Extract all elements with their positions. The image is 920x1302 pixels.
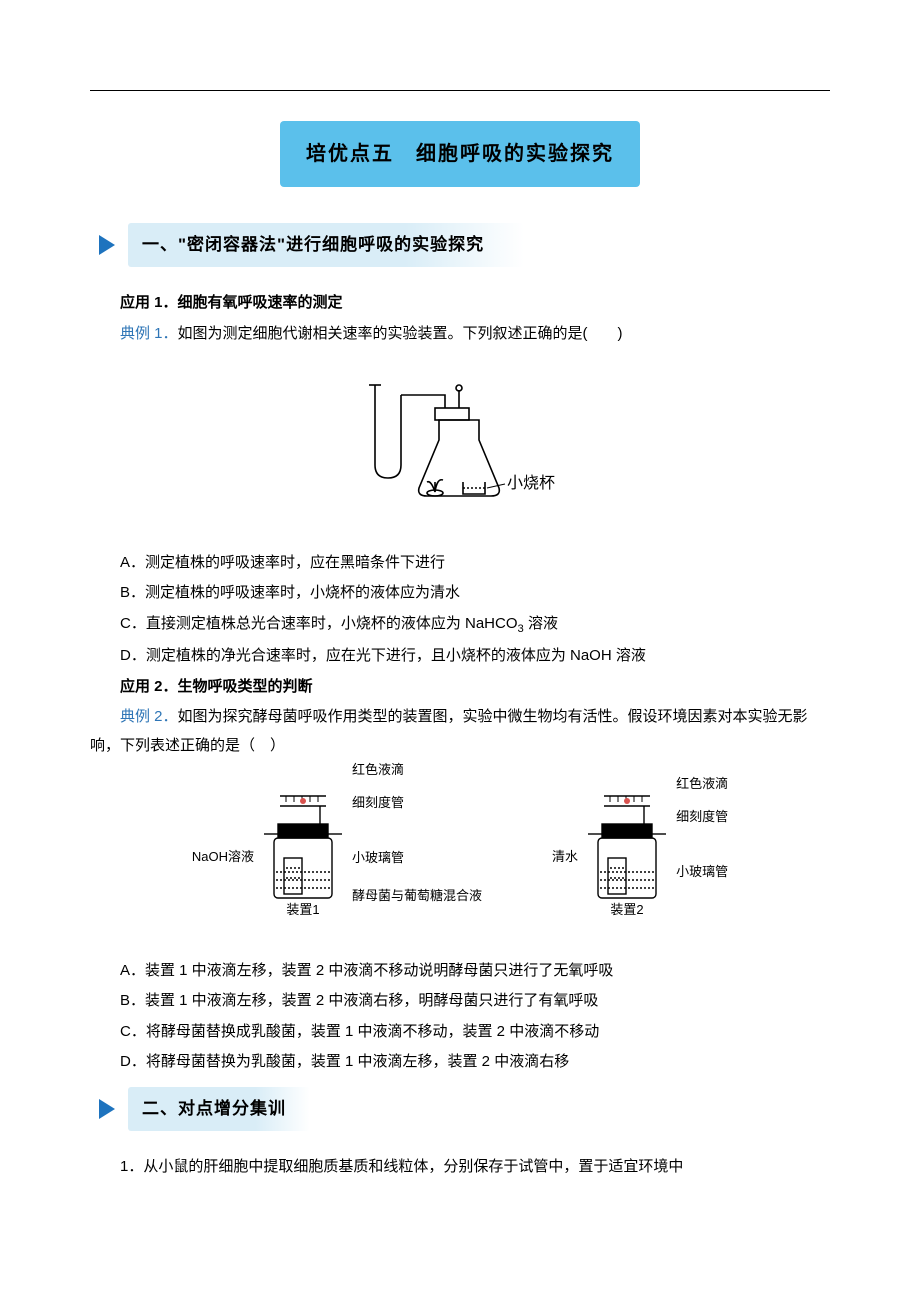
top-horizontal-rule [90,90,830,91]
apparatus-1-top-label-1: 红色液滴 [352,758,404,783]
example-1-stem: 典例 1．如图为测定细胞代谢相关速率的实验装置。下列叙述正确的是( ) [90,320,830,349]
example-2-option-c: C．将酵母菌替换成乳酸菌，装置 1 中液滴不移动，装置 2 中液滴不移动 [90,1018,830,1047]
apparatus-2-top-label-2: 细刻度管 [676,805,728,830]
example-1-text: 如图为测定细胞代谢相关速率的实验装置。下列叙述正确的是( ) [178,325,623,342]
example-2-text: 如图为探究酵母菌呼吸作用类型的装置图，实验中微生物均有活性。假设环境因素对本实验… [90,708,808,754]
example-2-label: 典例 2． [120,708,178,725]
application-1-title: 应用 1．细胞有氧呼吸速率的测定 [90,289,830,318]
apparatus-1-left-label: NaOH溶液 [192,845,254,870]
example-1-option-b: B．测定植株的呼吸速率时，小烧杯的液体应为清水 [90,579,830,608]
triangle-bullet-icon [90,1092,124,1126]
application-2-title: 应用 2．生物呼吸类型的判断 [90,673,830,702]
apparatus-1-svg: 装置1 [260,788,346,918]
example-2-option-d: D．将酵母菌替换为乳酸菌，装置 1 中液滴左移，装置 2 中液滴右移 [90,1048,830,1077]
apparatus-1-right-label-1: 小玻璃管 [352,846,404,871]
apparatus-2-svg: 装置2 [584,788,670,918]
example-1-option-d: D．测定植株的净光合速率时，应在光下进行，且小烧杯的液体应为 NaOH 溶液 [90,642,830,671]
svg-text:装置1: 装置1 [286,902,319,917]
example-1-label: 典例 1． [120,325,178,342]
apparatus-2: 清水 [552,788,728,927]
section-1-title: 一、"密闭容器法"进行细胞呼吸的实验探究 [128,223,524,267]
figure-1-beaker-label: 小烧杯 [507,474,555,492]
example-2-stem: 典例 2．如图为探究酵母菌呼吸作用类型的装置图，实验中微生物均有活性。假设环境因… [90,703,830,760]
example-2-option-a: A．装置 1 中液滴左移，装置 2 中液滴不移动说明酵母菌只进行了无氧呼吸 [90,957,830,986]
figure-1-svg: 小烧杯 [335,370,585,510]
section-2-header: 二、对点增分集训 [90,1087,830,1131]
figure-2-apparatus-pair: NaOH溶液 [90,788,830,927]
example-1-option-a: A．测定植株的呼吸速率时，应在黑暗条件下进行 [90,549,830,578]
example-2-option-b: B．装置 1 中液滴左移，装置 2 中液滴右移，明酵母菌只进行了有氧呼吸 [90,987,830,1016]
apparatus-2-right-label-1: 小玻璃管 [676,860,728,885]
apparatus-1-right-label-2: 酵母菌与葡萄糖混合液 [352,884,482,909]
training-q1: 1．从小鼠的肝细胞中提取细胞质基质和线粒体，分别保存于试管中，置于适宜环境中 [90,1153,830,1182]
apparatus-2-left-label: 清水 [552,845,578,870]
apparatus-1: NaOH溶液 [192,788,482,927]
lesson-title-banner: 培优点五 细胞呼吸的实验探究 [280,121,640,187]
triangle-bullet-icon [90,228,124,262]
apparatus-1-top-label-2: 细刻度管 [352,791,404,816]
example-1-option-c: C．直接测定植株总光合速率时，小烧杯的液体应为 NaHCO3 溶液 [90,610,830,640]
section-2-title: 二、对点增分集训 [128,1087,310,1131]
figure-1-apparatus: 小烧杯 [90,370,830,521]
apparatus-2-top-label-1: 红色液滴 [676,772,728,797]
svg-text:装置2: 装置2 [610,902,643,917]
section-1-header: 一、"密闭容器法"进行细胞呼吸的实验探究 [90,223,830,267]
